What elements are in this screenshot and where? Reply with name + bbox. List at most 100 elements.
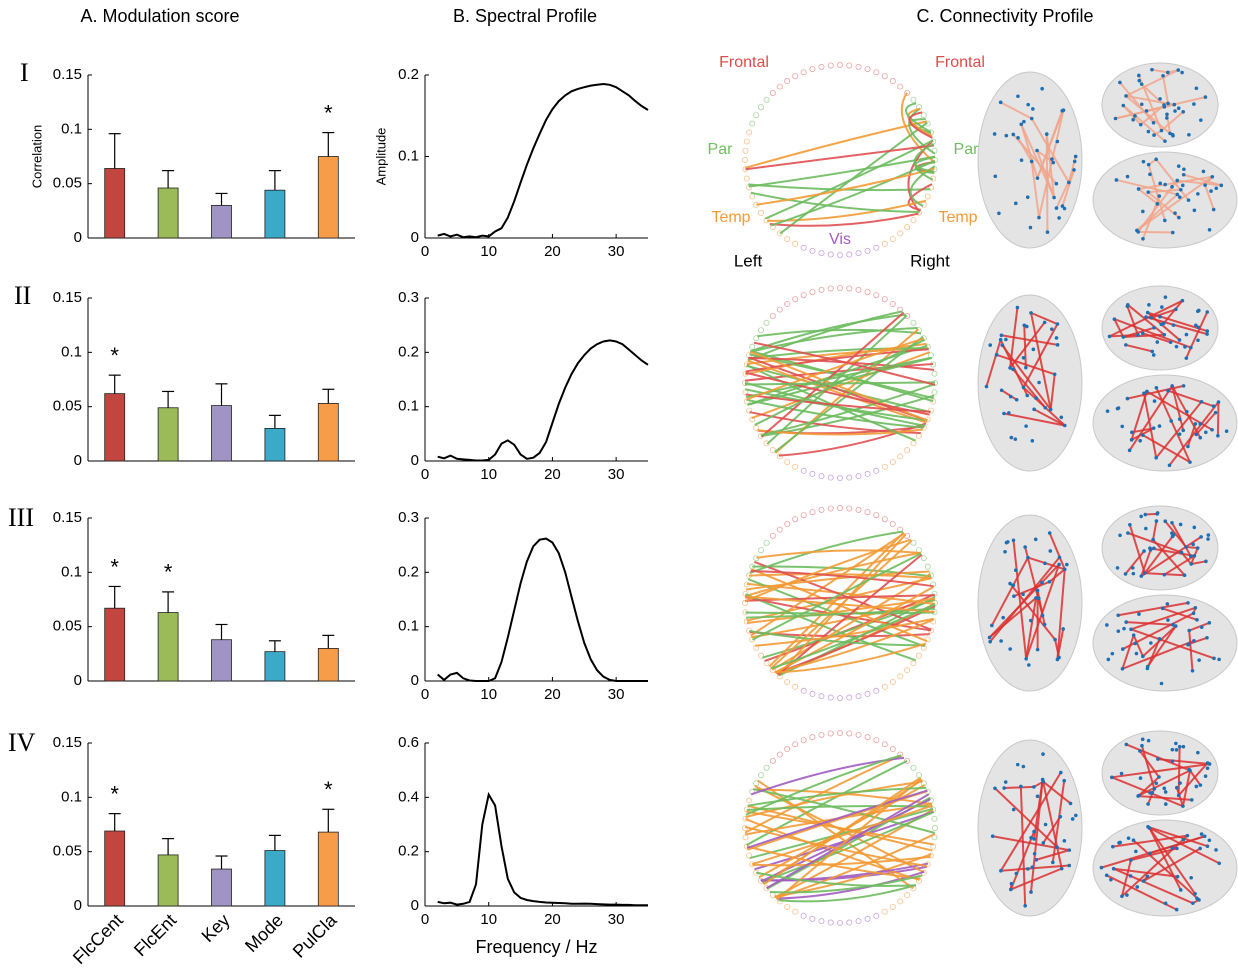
brain-node bbox=[1138, 749, 1142, 753]
region-label: Vis bbox=[829, 231, 851, 248]
node-ring bbox=[931, 389, 938, 396]
brain-node bbox=[1154, 781, 1159, 786]
brain-node bbox=[1177, 195, 1182, 199]
brain-node bbox=[1062, 838, 1067, 843]
node-ring bbox=[837, 284, 844, 291]
brain-edge bbox=[1056, 569, 1066, 660]
node-ring bbox=[931, 590, 938, 597]
brain-node bbox=[1008, 887, 1013, 892]
brain-node bbox=[1186, 198, 1191, 202]
brain-node bbox=[1163, 295, 1168, 299]
brain-node bbox=[1160, 305, 1164, 309]
brain-node bbox=[1055, 845, 1059, 849]
brain-node bbox=[1052, 372, 1057, 377]
brain-node bbox=[1029, 311, 1033, 315]
brain-node bbox=[1162, 572, 1167, 577]
node-ring bbox=[846, 919, 853, 926]
brain-node bbox=[1120, 666, 1125, 671]
brain-edge bbox=[1025, 564, 1061, 660]
brain-node bbox=[1195, 618, 1199, 622]
node-ring bbox=[784, 903, 791, 910]
brain-edge bbox=[1119, 81, 1155, 124]
brain-edge bbox=[1003, 412, 1065, 427]
brain-node bbox=[1149, 315, 1153, 320]
node-ring bbox=[769, 532, 776, 539]
brain-edge bbox=[1113, 867, 1194, 905]
node-ring bbox=[763, 96, 770, 103]
brain-node bbox=[1027, 663, 1031, 667]
brain-node bbox=[1019, 122, 1024, 127]
brain-node bbox=[1165, 116, 1169, 120]
brain-node bbox=[1048, 407, 1053, 412]
node-ring bbox=[749, 193, 756, 200]
brain-node bbox=[1032, 851, 1037, 856]
node-ring bbox=[873, 912, 880, 919]
x-tick-label: 20 bbox=[544, 243, 561, 260]
brain-edge bbox=[1048, 532, 1066, 570]
brain-node bbox=[1202, 834, 1207, 839]
brain-node bbox=[1199, 832, 1204, 836]
brain-node bbox=[1205, 766, 1210, 771]
brain-node bbox=[1188, 554, 1193, 558]
brain-edge bbox=[1171, 522, 1192, 557]
brain-node bbox=[1136, 187, 1141, 191]
brain-node bbox=[1189, 798, 1194, 802]
brain-node bbox=[1152, 325, 1156, 330]
y-tick-label: 0.3 bbox=[398, 509, 419, 526]
node-ring bbox=[889, 458, 896, 465]
connection-arc bbox=[756, 167, 935, 206]
x-tick-label: 0 bbox=[421, 243, 429, 260]
brain-edge bbox=[1148, 827, 1220, 865]
node-ring bbox=[837, 251, 844, 258]
brain-edge bbox=[1025, 597, 1037, 659]
connection-arc bbox=[908, 111, 933, 139]
connection-arc bbox=[774, 618, 934, 674]
brain-node bbox=[1120, 647, 1125, 651]
node-ring bbox=[769, 312, 776, 319]
brain-node bbox=[1163, 901, 1168, 906]
node-ring bbox=[873, 737, 880, 744]
y-tick-label: 0.1 bbox=[61, 563, 82, 580]
node-ring bbox=[881, 516, 888, 523]
brain-node bbox=[1175, 846, 1179, 851]
brain-node bbox=[1155, 340, 1160, 344]
brain-node bbox=[1130, 430, 1134, 435]
brain-node bbox=[1029, 890, 1033, 894]
brain-node bbox=[1054, 181, 1059, 186]
brain-node bbox=[1176, 793, 1181, 798]
brain-node bbox=[1173, 109, 1177, 113]
brain-node bbox=[1175, 192, 1180, 197]
brain-node bbox=[1162, 332, 1167, 337]
spectral-line bbox=[437, 339, 649, 462]
brain-edge bbox=[1061, 169, 1075, 207]
brain-edge bbox=[1163, 555, 1195, 576]
brain-node bbox=[1022, 119, 1026, 124]
brain-edge bbox=[1030, 161, 1040, 218]
error-bar bbox=[322, 388, 335, 404]
brain-node bbox=[1131, 633, 1136, 637]
brain-node bbox=[1137, 612, 1141, 616]
node-ring bbox=[758, 547, 765, 554]
connection-arc bbox=[745, 120, 928, 169]
y-tick-label: 0.2 bbox=[398, 843, 419, 860]
brain-edge bbox=[1001, 344, 1052, 411]
node-ring bbox=[784, 521, 791, 528]
brain-edge bbox=[1049, 374, 1056, 410]
brain-node bbox=[1035, 176, 1040, 180]
brain-node bbox=[1184, 332, 1189, 337]
bar bbox=[264, 850, 286, 907]
brain-node bbox=[1030, 438, 1035, 443]
connection-arc bbox=[760, 311, 905, 438]
brain-node bbox=[1149, 641, 1153, 645]
column-title: A. Modulation score bbox=[80, 6, 239, 26]
node-ring bbox=[855, 731, 862, 738]
node-ring bbox=[758, 104, 765, 111]
brain-node bbox=[1138, 438, 1142, 443]
error-bar bbox=[268, 834, 281, 851]
brain-node bbox=[1028, 225, 1033, 230]
brain-edge bbox=[1010, 867, 1063, 891]
brain-node bbox=[1197, 658, 1201, 662]
brain-node bbox=[1044, 132, 1049, 136]
node-ring bbox=[763, 539, 770, 546]
brain-node bbox=[1122, 626, 1126, 631]
